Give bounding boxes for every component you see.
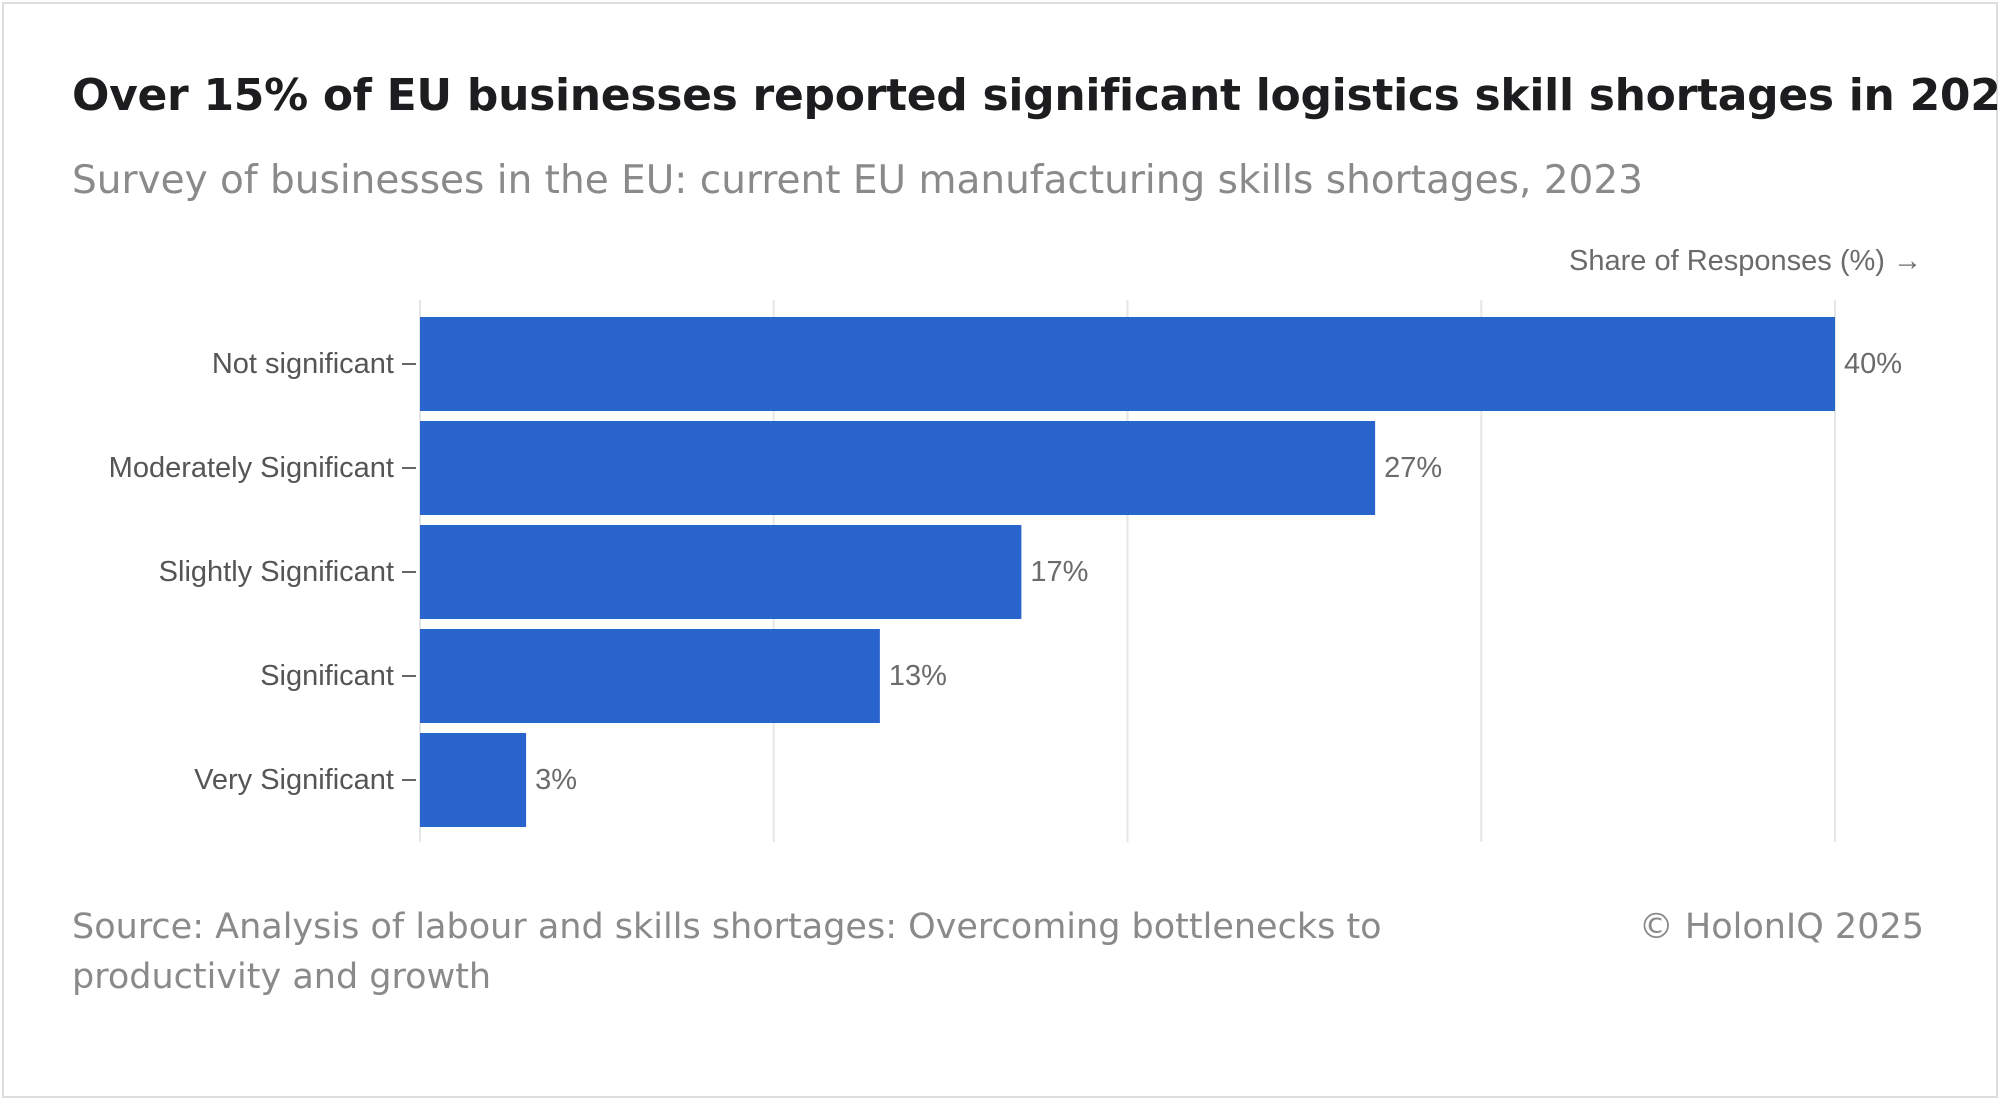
bar — [420, 629, 880, 723]
bars — [420, 317, 1835, 827]
x-axis-title: Share of Responses (%) → — [1569, 245, 1922, 277]
category-label: Very Significant — [194, 764, 394, 796]
data-label: 27% — [1384, 452, 1442, 484]
bar — [420, 733, 527, 827]
data-label: 17% — [1030, 556, 1088, 588]
bar — [420, 317, 1835, 411]
chart-title: Over 15% of EU businesses reported signi… — [72, 70, 2000, 121]
bar — [420, 525, 1022, 619]
category-labels: Not significant Moderately Significant Sli… — [109, 348, 416, 796]
chart-subtitle: Survey of businesses in the EU: current … — [72, 158, 1643, 203]
category-label: Significant — [260, 660, 394, 692]
data-label: 13% — [889, 660, 947, 692]
data-label: 40% — [1844, 348, 1902, 380]
bar-chart: Share of Responses (%) → Not significant… — [109, 245, 1922, 842]
data-label: 3% — [535, 764, 577, 796]
category-label: Slightly Significant — [159, 556, 394, 588]
copyright-note: © HolonIQ 2025 — [1638, 907, 1924, 947]
bar — [420, 421, 1376, 515]
category-label: Moderately Significant — [109, 452, 394, 484]
source-note: Source: Analysis of labour and skills sh… — [72, 907, 1382, 997]
category-label: Not significant — [212, 348, 394, 380]
value-labels: 40% 27% 17% 13% 3% — [535, 348, 1902, 796]
